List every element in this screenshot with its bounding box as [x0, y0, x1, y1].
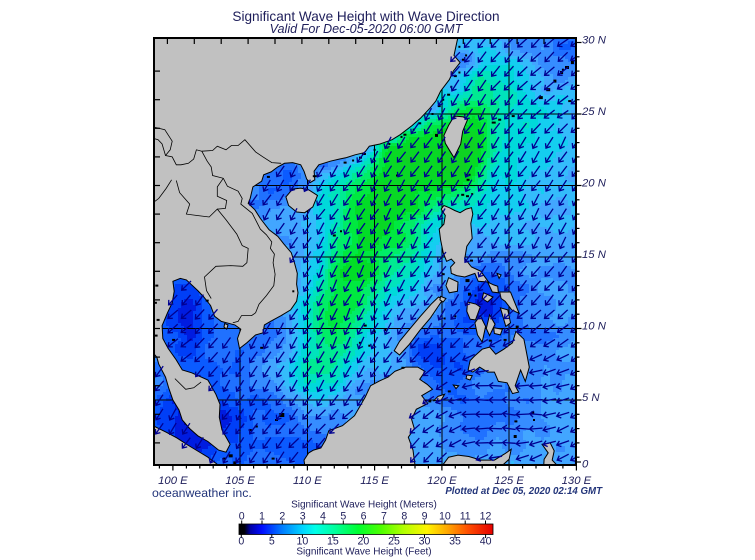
svg-text:125 E: 125 E — [494, 475, 524, 487]
svg-text:15 N: 15 N — [582, 249, 607, 261]
svg-text:Significant Wave Height (Feet): Significant Wave Height (Feet) — [296, 547, 431, 558]
svg-text:30: 30 — [419, 536, 431, 548]
svg-text:3: 3 — [300, 511, 306, 523]
svg-text:11: 11 — [460, 511, 471, 523]
svg-text:5 N: 5 N — [582, 392, 600, 404]
svg-text:Valid For Dec-05-2020 06:00 GM: Valid For Dec-05-2020 06:00 GMT — [270, 22, 464, 36]
svg-text:20 N: 20 N — [581, 178, 607, 190]
svg-text:10 N: 10 N — [582, 321, 607, 333]
svg-text:0: 0 — [238, 536, 244, 548]
svg-text:6: 6 — [361, 511, 367, 523]
svg-text:35: 35 — [449, 536, 461, 548]
svg-text:oceanweather inc.: oceanweather inc. — [152, 486, 252, 500]
svg-text:25: 25 — [388, 536, 400, 548]
svg-text:0: 0 — [239, 511, 245, 523]
svg-text:130 E: 130 E — [562, 475, 592, 487]
svg-text:9: 9 — [422, 511, 428, 523]
svg-text:40: 40 — [480, 536, 492, 548]
svg-text:1: 1 — [259, 511, 265, 523]
svg-text:115 E: 115 E — [360, 475, 389, 487]
svg-text:Plotted at Dec 05, 2020 02:14: Plotted at Dec 05, 2020 02:14 GMT — [445, 486, 603, 497]
svg-text:20: 20 — [358, 536, 370, 548]
svg-text:0: 0 — [582, 459, 589, 471]
svg-text:105 E: 105 E — [225, 475, 255, 487]
svg-text:10: 10 — [297, 536, 309, 548]
svg-text:15: 15 — [327, 536, 339, 548]
svg-text:100 E: 100 E — [158, 475, 188, 487]
svg-text:120 E: 120 E — [427, 475, 457, 487]
svg-text:110 E: 110 E — [293, 475, 322, 487]
svg-text:25 N: 25 N — [581, 106, 607, 118]
svg-text:Significant Wave Height (Meter: Significant Wave Height (Meters) — [291, 500, 437, 511]
svg-text:30 N: 30 N — [582, 35, 607, 47]
svg-text:2: 2 — [279, 511, 285, 523]
svg-text:10: 10 — [439, 511, 451, 523]
svg-text:Significant Wave Height with W: Significant Wave Height with Wave Direct… — [232, 9, 499, 24]
svg-text:5: 5 — [340, 511, 346, 523]
svg-text:4: 4 — [320, 511, 326, 523]
svg-text:12: 12 — [480, 511, 492, 523]
svg-text:5: 5 — [269, 536, 275, 548]
svg-text:8: 8 — [401, 511, 407, 523]
svg-text:7: 7 — [381, 511, 387, 523]
